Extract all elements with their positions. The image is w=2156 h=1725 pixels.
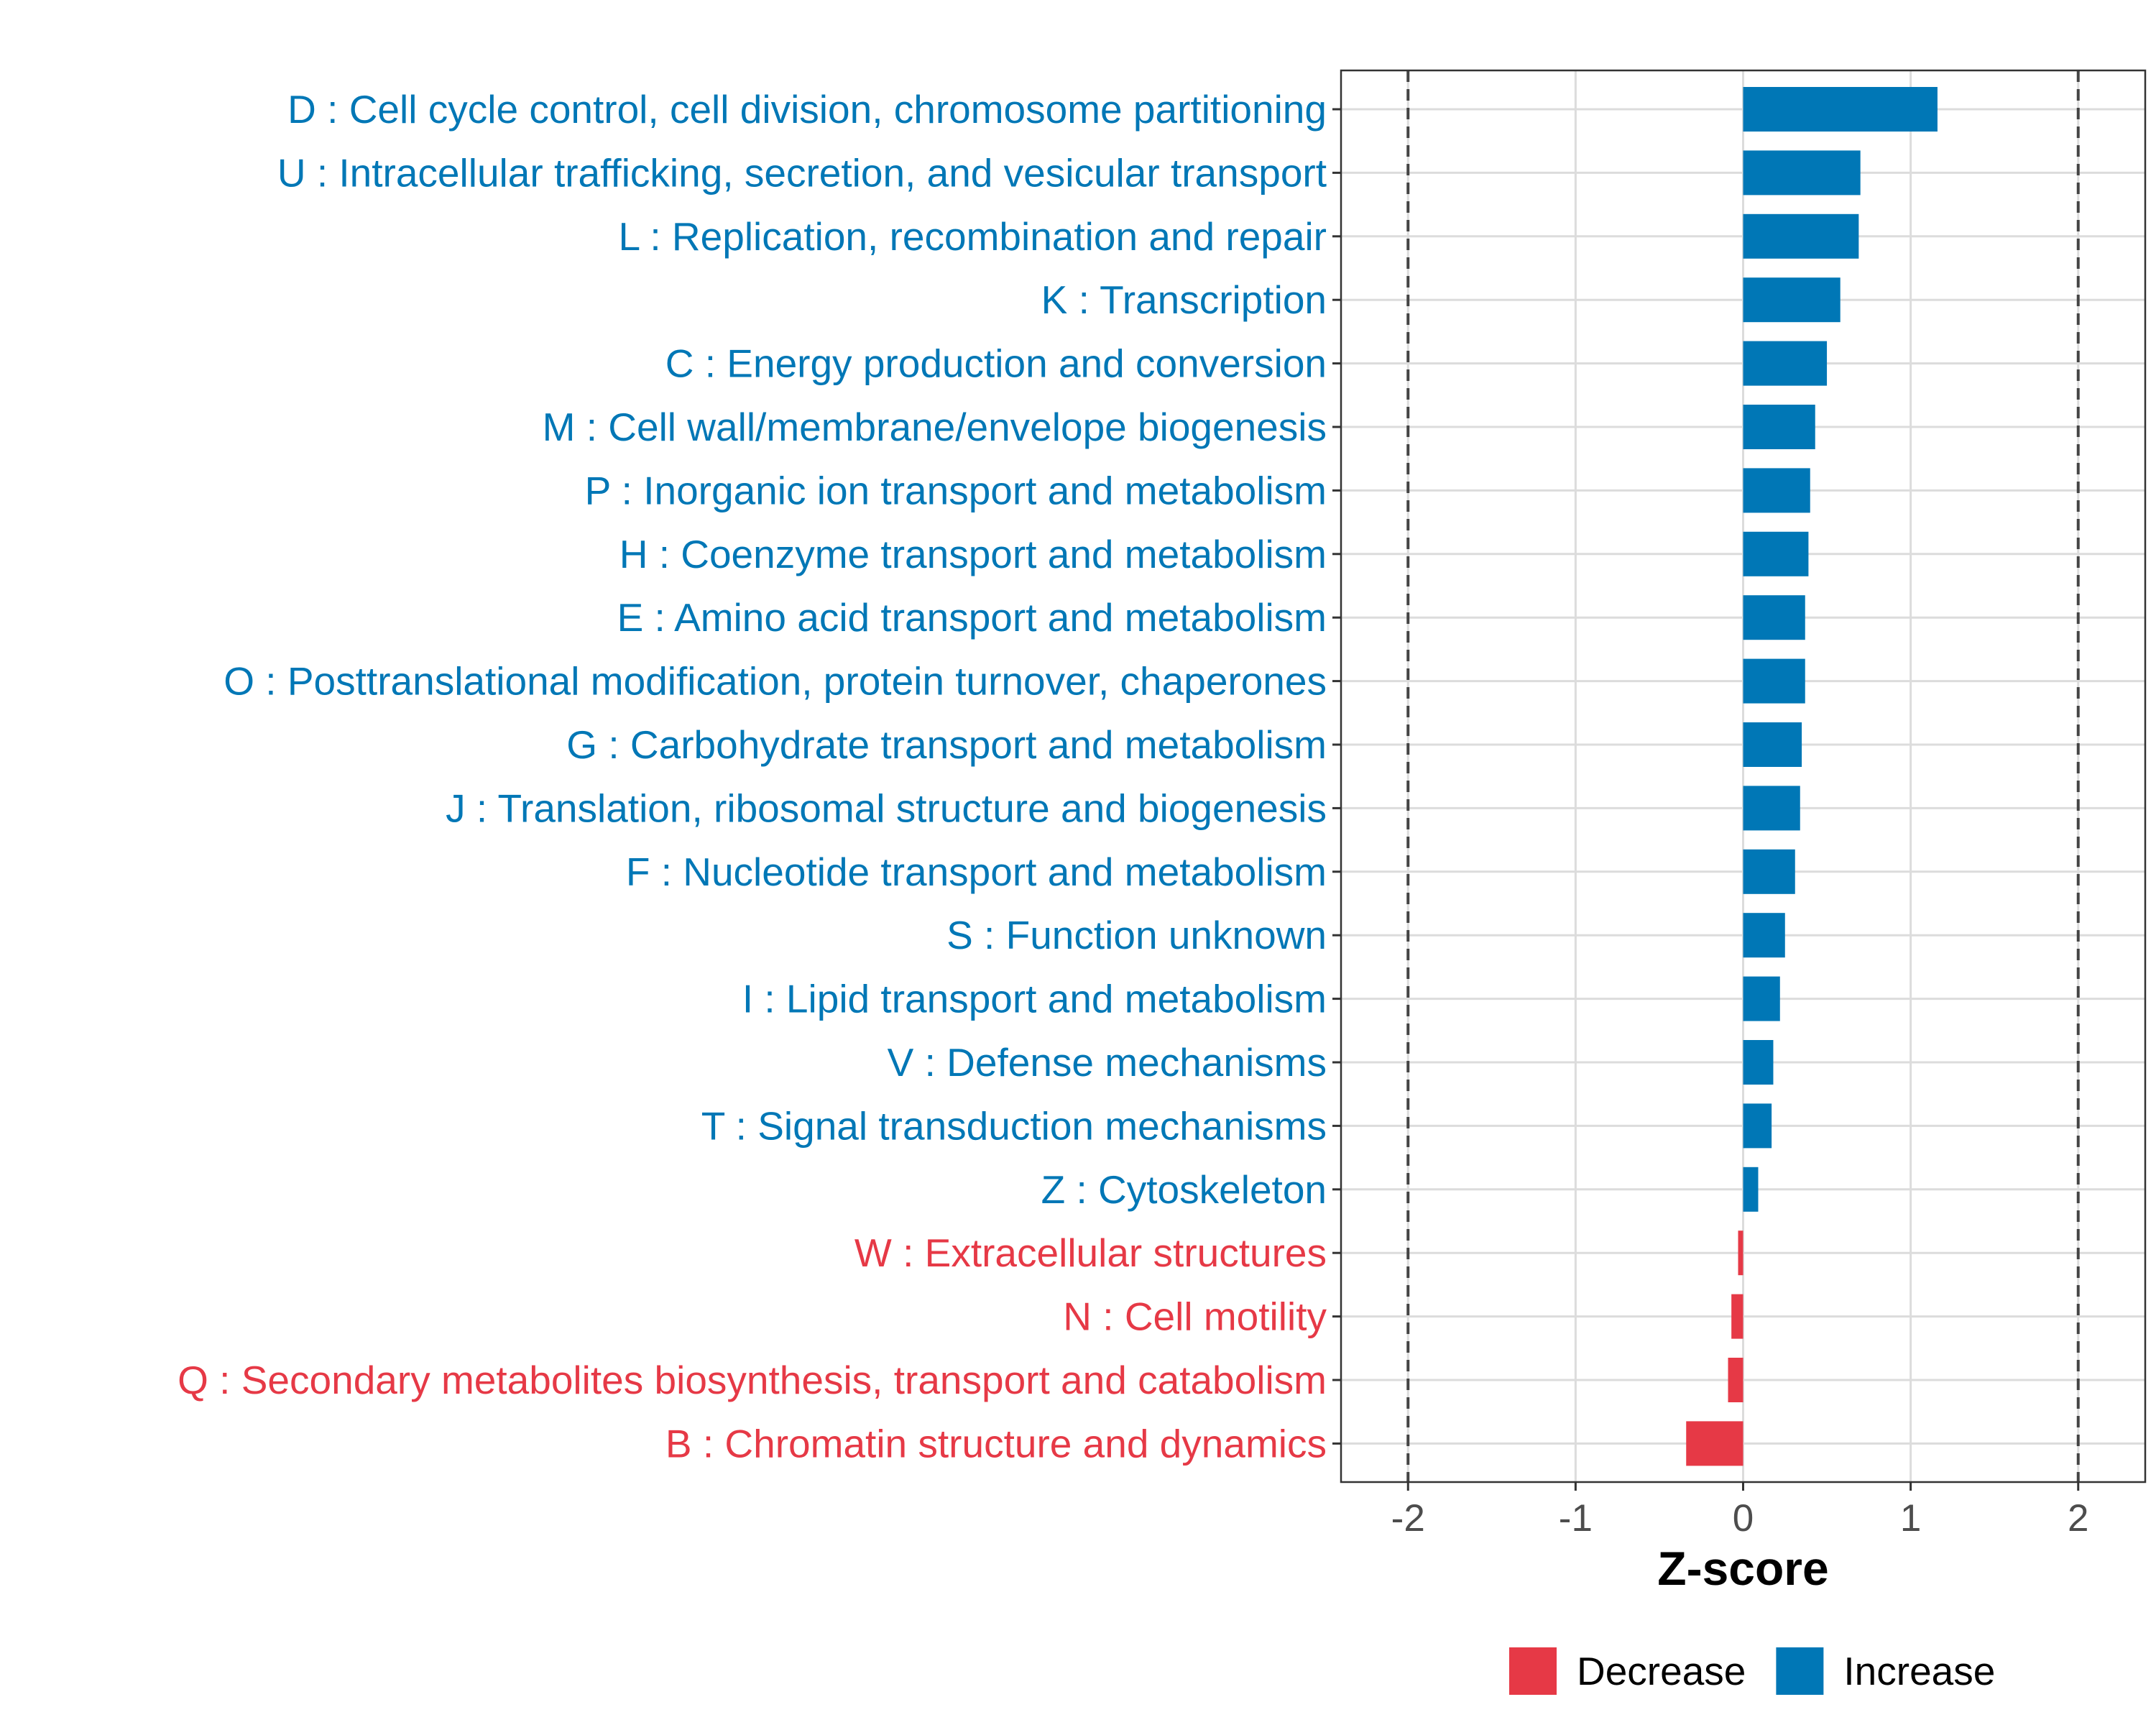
- y-tick-label: G : Carbohydrate transport and metabolis…: [566, 722, 1327, 767]
- y-tick-label: B : Chromatin structure and dynamics: [665, 1421, 1327, 1466]
- bar: [1743, 976, 1780, 1021]
- x-tick-label: -1: [1559, 1497, 1593, 1540]
- bar: [1686, 1421, 1743, 1466]
- bar: [1743, 595, 1805, 640]
- legend-swatch: [1776, 1647, 1824, 1695]
- y-tick-label: V : Defense mechanisms: [888, 1040, 1327, 1085]
- bar: [1728, 1358, 1743, 1402]
- y-tick-label: W : Extracellular structures: [854, 1230, 1327, 1275]
- y-tick-label: F : Nucleotide transport and metabolism: [626, 850, 1327, 894]
- bar: [1743, 1103, 1772, 1149]
- y-tick-label: C : Energy production and conversion: [665, 341, 1327, 386]
- y-tick-label: J : Translation, ribosomal structure and…: [446, 786, 1327, 830]
- x-tick-label: 1: [1900, 1497, 1921, 1540]
- y-tick-label: Z : Cytoskeleton: [1041, 1167, 1327, 1212]
- y-tick-label: I : Lipid transport and metabolism: [742, 977, 1327, 1021]
- legend: Decrease Increase: [1509, 1647, 1995, 1695]
- y-tick-label: P : Inorganic ion transport and metaboli…: [585, 468, 1327, 512]
- bar: [1731, 1294, 1743, 1339]
- y-tick-label: T : Signal transduction mechanisms: [701, 1103, 1327, 1148]
- y-axis-ticks: [1332, 108, 1341, 1445]
- legend-label: Decrease: [1577, 1649, 1746, 1693]
- y-tick-label: M : Cell wall/membrane/envelope biogenes…: [543, 405, 1327, 449]
- bar: [1743, 658, 1805, 704]
- bar: [1743, 213, 1859, 259]
- bar: [1743, 722, 1802, 767]
- bar: [1743, 531, 1809, 576]
- reference-lines: [1406, 70, 2080, 1482]
- bar: [1743, 1167, 1759, 1212]
- x-axis-ticks: [1406, 1482, 2080, 1491]
- y-tick-label: S : Function unknown: [946, 913, 1327, 957]
- bar: [1743, 786, 1800, 831]
- bar: [1738, 1230, 1743, 1276]
- y-tick-label: H : Coenzyme transport and metabolism: [619, 532, 1327, 576]
- bar: [1743, 1040, 1774, 1085]
- y-tick-label: O : Posttranslational modification, prot…: [224, 659, 1327, 704]
- legend-label: Increase: [1843, 1649, 1995, 1693]
- y-tick-label: Q : Secondary metabolites biosynthesis, …: [178, 1358, 1327, 1402]
- bar: [1743, 150, 1861, 196]
- bar: [1743, 87, 1938, 132]
- y-tick-label: N : Cell motility: [1063, 1294, 1327, 1339]
- bar: [1743, 913, 1785, 958]
- bar: [1743, 341, 1828, 386]
- bar: [1743, 849, 1795, 894]
- y-tick-label: K : Transcription: [1041, 277, 1327, 322]
- x-tick-label: -2: [1391, 1497, 1425, 1540]
- bar: [1743, 277, 1841, 323]
- bar: [1743, 405, 1815, 449]
- bars: [1686, 87, 1938, 1466]
- y-tick-label: E : Amino acid transport and metabolism: [617, 595, 1327, 640]
- bar: [1743, 468, 1810, 513]
- y-tick-label: U : Intracellular trafficking, secretion…: [277, 150, 1327, 195]
- y-axis-labels: D : Cell cycle control, cell division, c…: [178, 87, 1327, 1466]
- x-axis-labels: -2 -1 0 1 2: [1391, 1497, 2089, 1540]
- x-tick-label: 0: [1733, 1497, 1754, 1540]
- y-tick-label: D : Cell cycle control, cell division, c…: [287, 87, 1327, 132]
- x-axis-title: Z-score: [1657, 1542, 1828, 1595]
- legend-swatch: [1509, 1647, 1557, 1695]
- x-tick-label: 2: [2068, 1497, 2088, 1540]
- y-tick-label: L : Replication, recombination and repai…: [619, 214, 1327, 259]
